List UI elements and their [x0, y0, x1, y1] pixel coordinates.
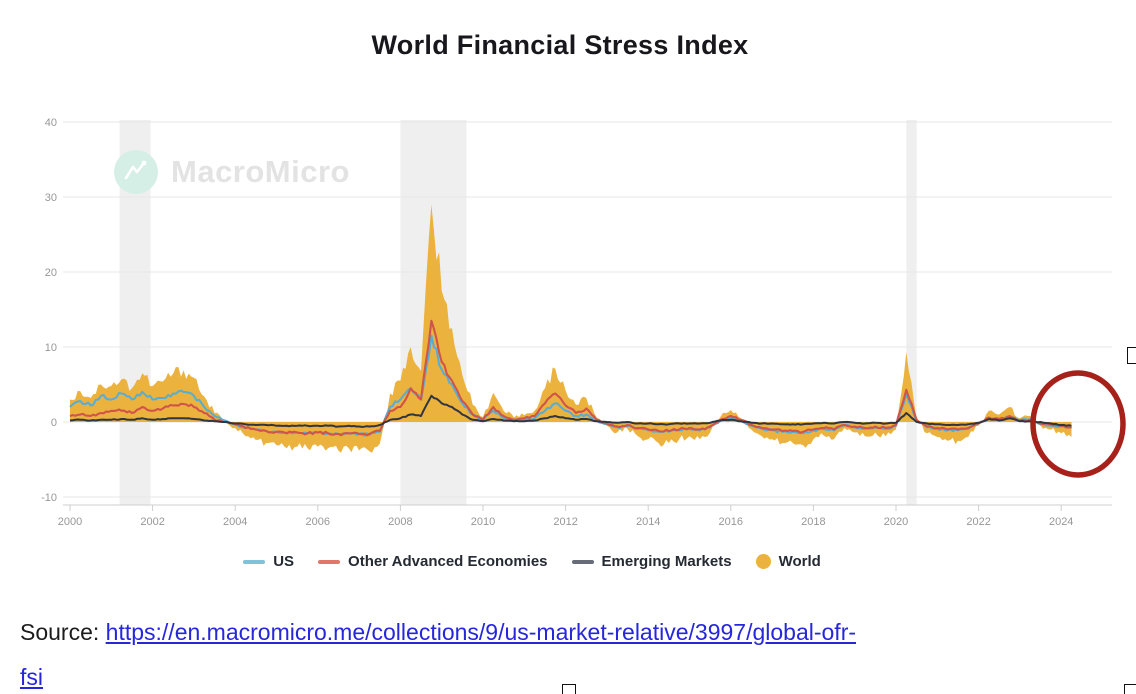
legend-item-emerging-markets: Emerging Markets [571, 553, 732, 570]
svg-text:2002: 2002 [140, 516, 164, 528]
svg-text:2010: 2010 [471, 516, 495, 528]
missing-glyph-box [1124, 684, 1136, 694]
svg-text:2004: 2004 [223, 516, 247, 528]
legend-label-em: Emerging Markets [601, 553, 732, 570]
legend-item-world: World [755, 553, 821, 570]
svg-text:2000: 2000 [58, 516, 82, 528]
svg-text:2022: 2022 [966, 516, 990, 528]
oae-line-swatch [318, 559, 341, 564]
svg-text:30: 30 [45, 192, 57, 204]
svg-text:2008: 2008 [388, 516, 412, 528]
missing-glyph-box [562, 684, 576, 694]
svg-text:2012: 2012 [553, 516, 577, 528]
svg-text:2014: 2014 [636, 516, 660, 528]
svg-text:20: 20 [45, 267, 57, 279]
legend-item-us: US [243, 553, 294, 570]
svg-text:0: 0 [51, 417, 57, 429]
source-line: Source: https://en.macromicro.me/collect… [20, 610, 1126, 694]
highlight-circle-annotation [1030, 370, 1126, 478]
chart-legend: US Other Advanced Economies Emerging Mar… [0, 553, 1064, 570]
svg-text:2006: 2006 [306, 516, 330, 528]
legend-label-oae: Other Advanced Economies [348, 553, 548, 570]
legend-label-world: World [778, 553, 821, 570]
world-dot-swatch [755, 554, 771, 569]
svg-text:2020: 2020 [884, 516, 908, 528]
source-link[interactable]: https://en.macromicro.me/collections/9/u… [20, 619, 857, 690]
legend-item-other-advanced-economies: Other Advanced Economies [318, 553, 548, 570]
svg-text:-10: -10 [41, 492, 57, 504]
svg-text:2018: 2018 [801, 516, 825, 528]
chart-title: World Financial Stress Index [371, 30, 749, 60]
source-label: Source: [20, 619, 100, 645]
em-line-swatch [571, 559, 594, 564]
svg-text:10: 10 [45, 342, 57, 354]
missing-glyph-box [1127, 347, 1136, 364]
svg-text:40: 40 [45, 117, 57, 129]
svg-text:2024: 2024 [1049, 516, 1073, 528]
us-line-swatch [243, 559, 266, 564]
legend-label-us: US [273, 553, 295, 570]
svg-text:2016: 2016 [719, 516, 743, 528]
